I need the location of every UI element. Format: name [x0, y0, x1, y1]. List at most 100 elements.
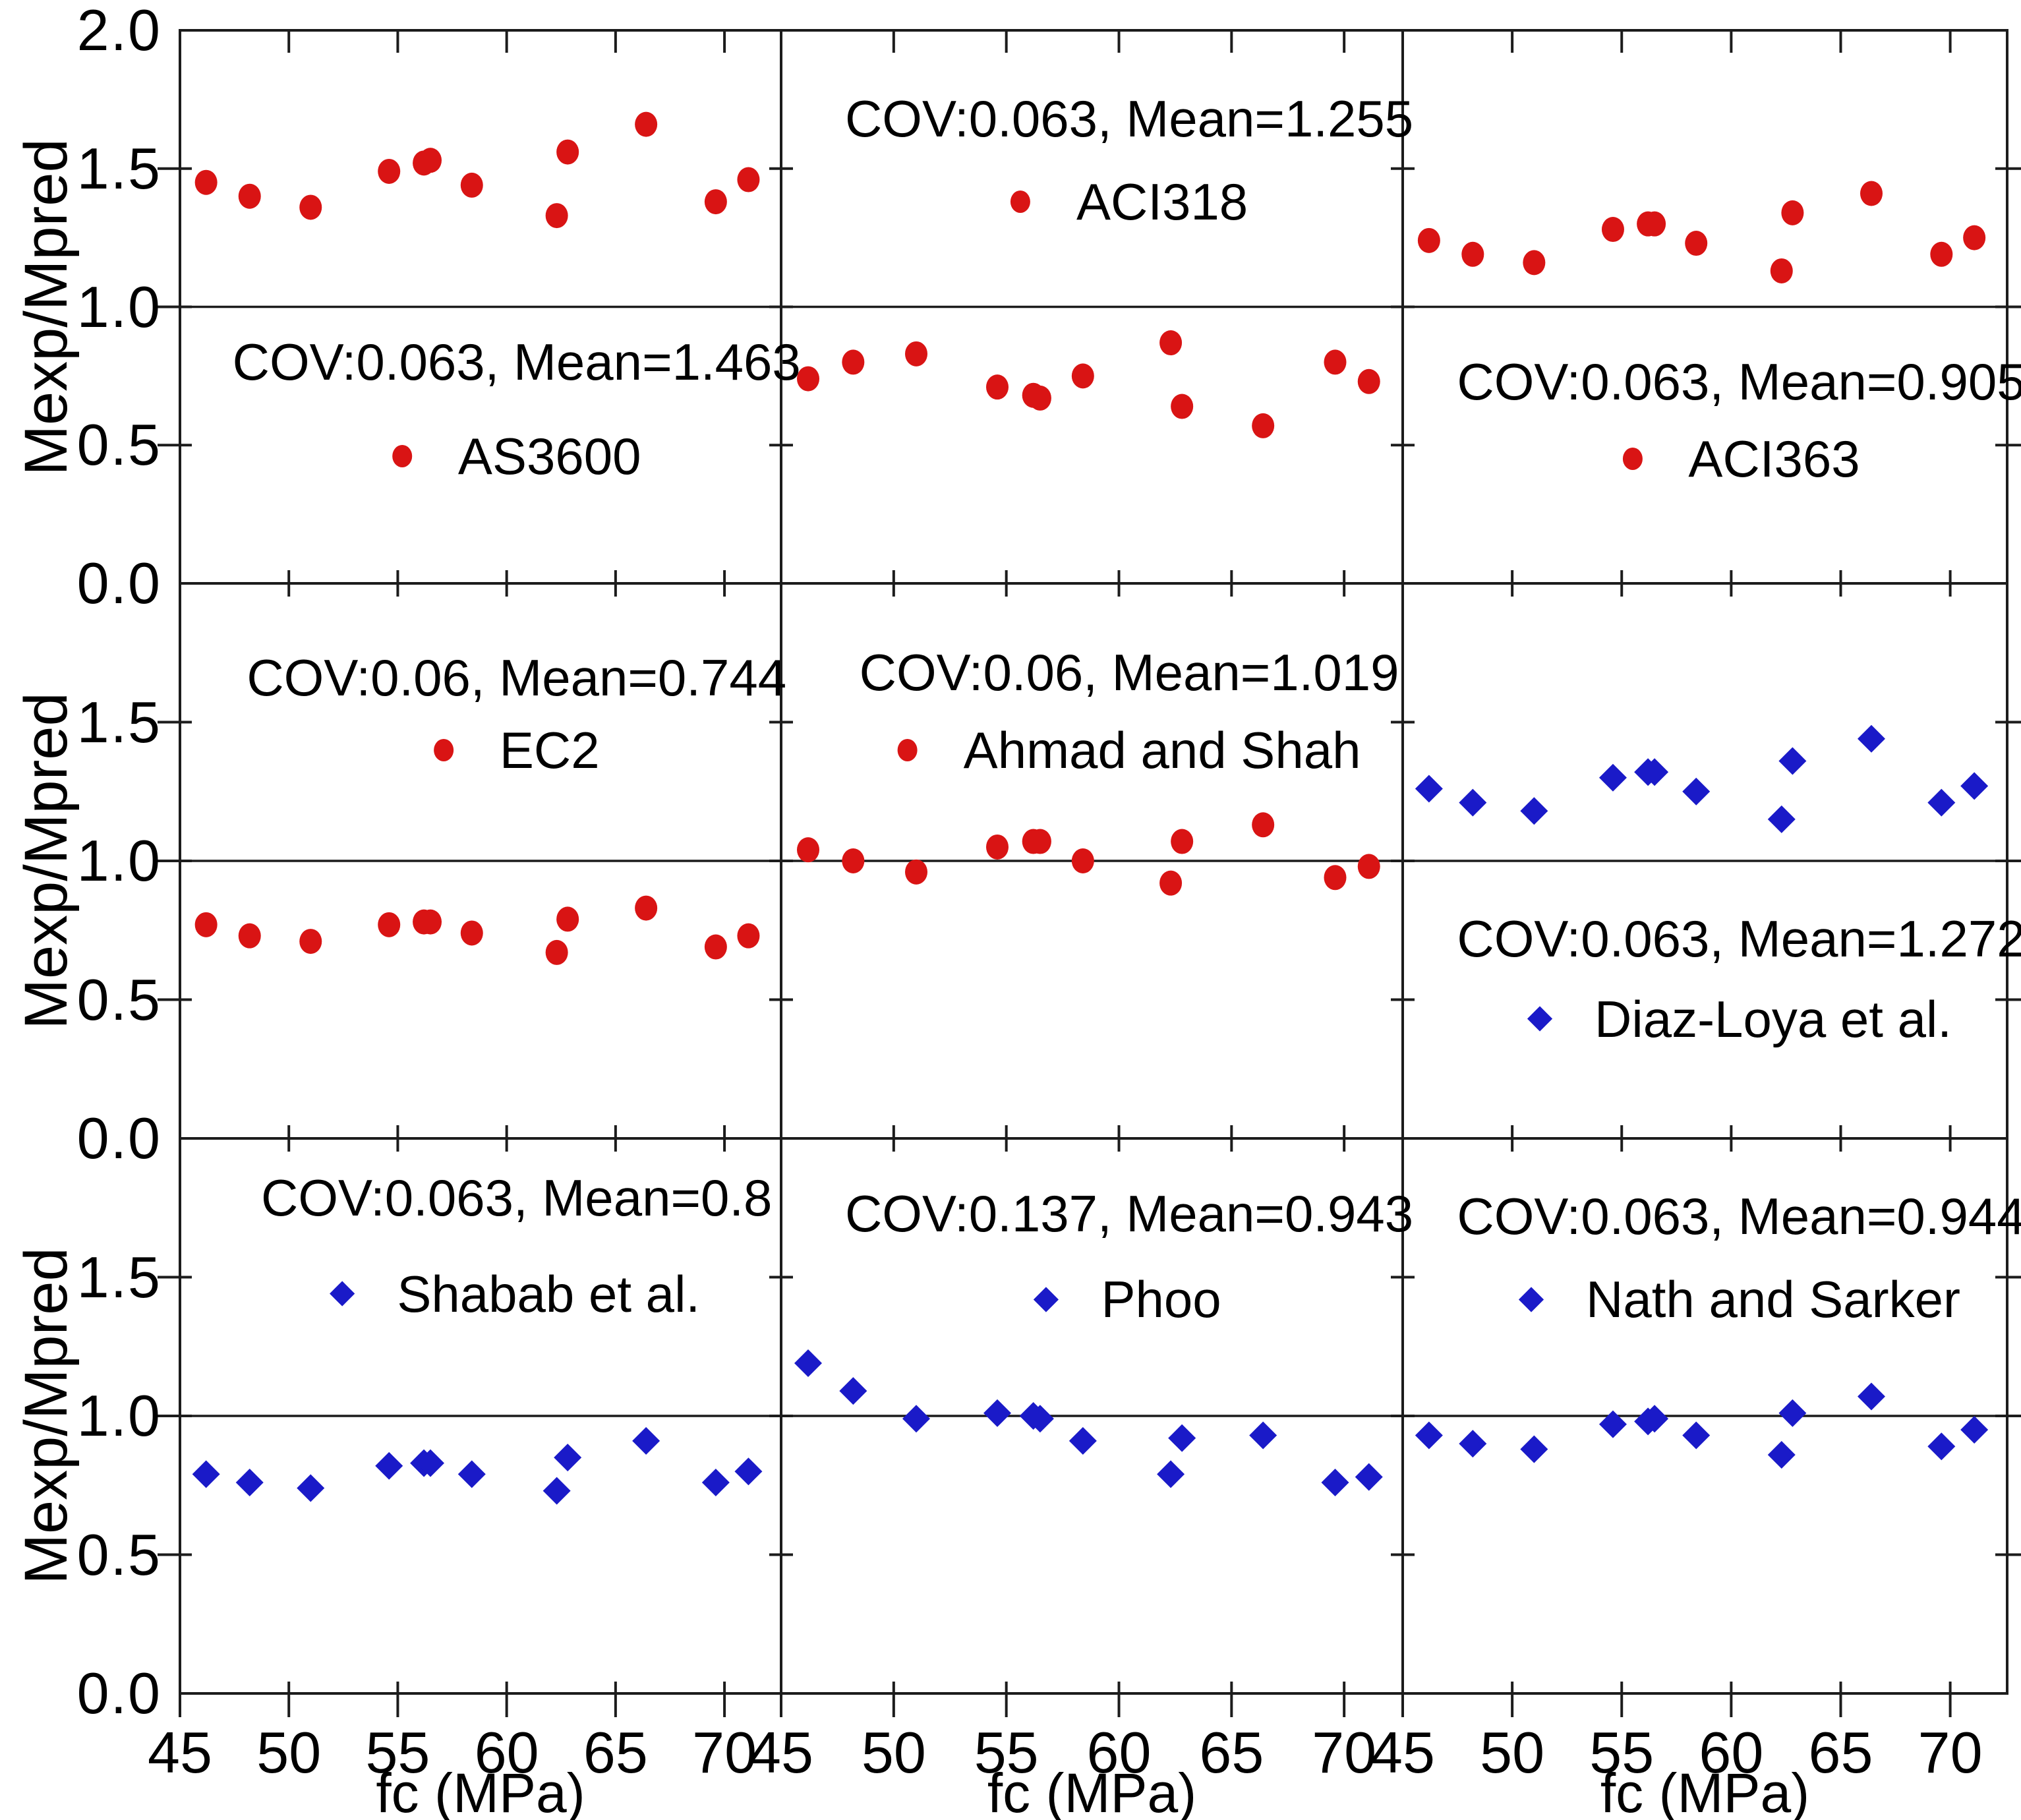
data-point-Phoo	[794, 1349, 822, 1378]
x-tick-label-65: 65	[1808, 1720, 1873, 1785]
panel-stats-shabab: COV:0.063, Mean=0.8	[261, 1169, 773, 1227]
data-point-ACI318	[1324, 349, 1347, 375]
legend-circle-marker-icon	[1010, 191, 1030, 214]
data-point-ACI363	[1643, 211, 1666, 237]
y-tick-label-1.0: 1.0	[76, 1383, 161, 1448]
y-tick-label-0.0: 0.0	[76, 550, 161, 616]
legend-label: ACI363	[1688, 430, 1860, 488]
data-point-Nath and Sarker	[1927, 1432, 1956, 1461]
x-tick-label-55: 55	[974, 1720, 1039, 1785]
data-point-Phoo	[1168, 1424, 1196, 1452]
x-tick-label-55: 55	[1589, 1720, 1655, 1785]
y-tick-label-2.0: 2.0	[76, 0, 161, 63]
data-point-Nath and Sarker	[1415, 1421, 1443, 1450]
panel-legend-as3600: AS3600	[392, 428, 641, 484]
data-point-Phoo	[1249, 1421, 1277, 1450]
legend-diamond-marker-icon	[1527, 1006, 1552, 1032]
data-point-Nath and Sarker	[1858, 1382, 1886, 1411]
data-point-Ahmad and Shah	[1357, 854, 1380, 879]
data-point-Shabab et al.	[417, 1449, 444, 1477]
data-point-AS3600	[545, 203, 568, 229]
panel-stats-phoo: COV:0.137, Mean=0.943	[844, 1184, 1414, 1243]
y-tick-label-1.5: 1.5	[76, 689, 161, 755]
data-point-Diaz-Loya et al.	[1641, 758, 1669, 786]
data-point-Diaz-Loya et al.	[1459, 788, 1487, 817]
data-point-ACI318	[905, 341, 927, 367]
data-point-ACI318	[986, 374, 1009, 400]
data-point-Ahmad and Shah	[1159, 870, 1183, 896]
data-point-ACI363	[1685, 231, 1708, 256]
panel-legend-nath-and-sarker: Nath and Sarker	[1518, 1270, 1961, 1329]
data-point-EC2	[194, 912, 218, 937]
y-tick-label-0.5: 0.5	[76, 966, 161, 1032]
data-point-EC2	[635, 895, 658, 921]
data-point-EC2	[556, 906, 579, 932]
x-axis-title-col-2: fc (MPa)	[987, 1762, 1197, 1820]
data-point-Shabab et al.	[297, 1474, 325, 1502]
data-point-Nath and Sarker	[1598, 1410, 1627, 1438]
data-point-ACI318	[797, 366, 819, 392]
data-point-Phoo	[1026, 1405, 1054, 1433]
data-point-Phoo	[902, 1405, 930, 1433]
data-point-Shabab et al.	[375, 1452, 403, 1480]
data-point-Shabab et al.	[632, 1426, 660, 1455]
data-point-Diaz-Loya et al.	[1960, 772, 1989, 800]
panel-stats-ec2: COV:0.06, Mean=0.744	[247, 649, 787, 707]
y-tick-label-0.0: 0.0	[76, 1105, 161, 1171]
y-tick-label-1.5: 1.5	[76, 135, 161, 201]
data-point-Diaz-Loya et al.	[1520, 797, 1548, 825]
panel-stats-diaz-loya: COV:0.063, Mean=1.272	[1457, 909, 2021, 968]
x-tick-label-60: 60	[1086, 1720, 1152, 1785]
y-tick-label-1.5: 1.5	[76, 1244, 161, 1310]
data-point-AS3600	[737, 167, 760, 192]
x-tick-label-50: 50	[861, 1720, 926, 1785]
data-point-Shabab et al.	[192, 1460, 220, 1488]
data-point-Diaz-Loya et al.	[1767, 805, 1796, 833]
data-point-EC2	[545, 939, 568, 965]
data-point-Diaz-Loya et al.	[1682, 777, 1711, 806]
x-tick-label-50: 50	[1480, 1720, 1545, 1785]
data-point-Nath and Sarker	[1520, 1435, 1548, 1463]
panel-legend-aci318: ACI318	[1010, 173, 1248, 230]
legend-circle-marker-icon	[433, 738, 454, 761]
data-point-Shabab et al.	[457, 1460, 486, 1488]
x-tick-label-45: 45	[148, 1720, 212, 1785]
data-point-Nath and Sarker	[1459, 1430, 1487, 1458]
data-point-Phoo	[1321, 1469, 1349, 1497]
data-point-AS3600	[299, 194, 322, 220]
x-tick-label-45: 45	[1370, 1720, 1435, 1785]
legend-label: Nath and Sarker	[1586, 1270, 1961, 1329]
panel-legend-shabab: Shabab et al.	[329, 1266, 700, 1322]
panel-stats-nath-and-sarker: COV:0.063, Mean=0.944	[1457, 1187, 2021, 1245]
x-tick-label-60: 60	[1699, 1720, 1764, 1785]
y-tick-label-1.0: 1.0	[76, 274, 161, 339]
legend-label: Phoo	[1101, 1270, 1221, 1329]
x-tick-label-45: 45	[749, 1720, 813, 1785]
data-point-Ahmad and Shah	[986, 834, 1009, 860]
data-point-Phoo	[1157, 1460, 1185, 1488]
data-point-ACI363	[1417, 227, 1440, 253]
data-point-ACI363	[1770, 258, 1793, 283]
legend-label: ACI318	[1076, 173, 1248, 231]
y-tick-label-0.5: 0.5	[76, 1521, 161, 1587]
data-point-ACI363	[1860, 181, 1883, 206]
data-point-Ahmad and Shah	[1071, 848, 1094, 873]
panel-stats-aci363: COV:0.063, Mean=0.905	[1457, 352, 2021, 411]
data-point-AS3600	[556, 139, 579, 165]
x-tick-label-65: 65	[1199, 1720, 1264, 1785]
data-point-Diaz-Loya et al.	[1858, 724, 1886, 753]
data-point-Nath and Sarker	[1778, 1399, 1807, 1427]
data-point-Shabab et al.	[542, 1477, 571, 1505]
x-tick-label-70: 70	[1918, 1720, 1983, 1785]
x-tick-label-55: 55	[365, 1720, 430, 1785]
data-point-AS3600	[704, 189, 727, 215]
data-point-Shabab et al.	[235, 1469, 264, 1497]
data-point-Diaz-Loya et al.	[1415, 775, 1443, 803]
data-point-AS3600	[635, 111, 658, 137]
data-point-ACI318	[1171, 394, 1194, 419]
x-tick-label-70: 70	[692, 1720, 757, 1785]
data-point-Nath and Sarker	[1641, 1405, 1669, 1433]
data-point-EC2	[737, 923, 760, 949]
